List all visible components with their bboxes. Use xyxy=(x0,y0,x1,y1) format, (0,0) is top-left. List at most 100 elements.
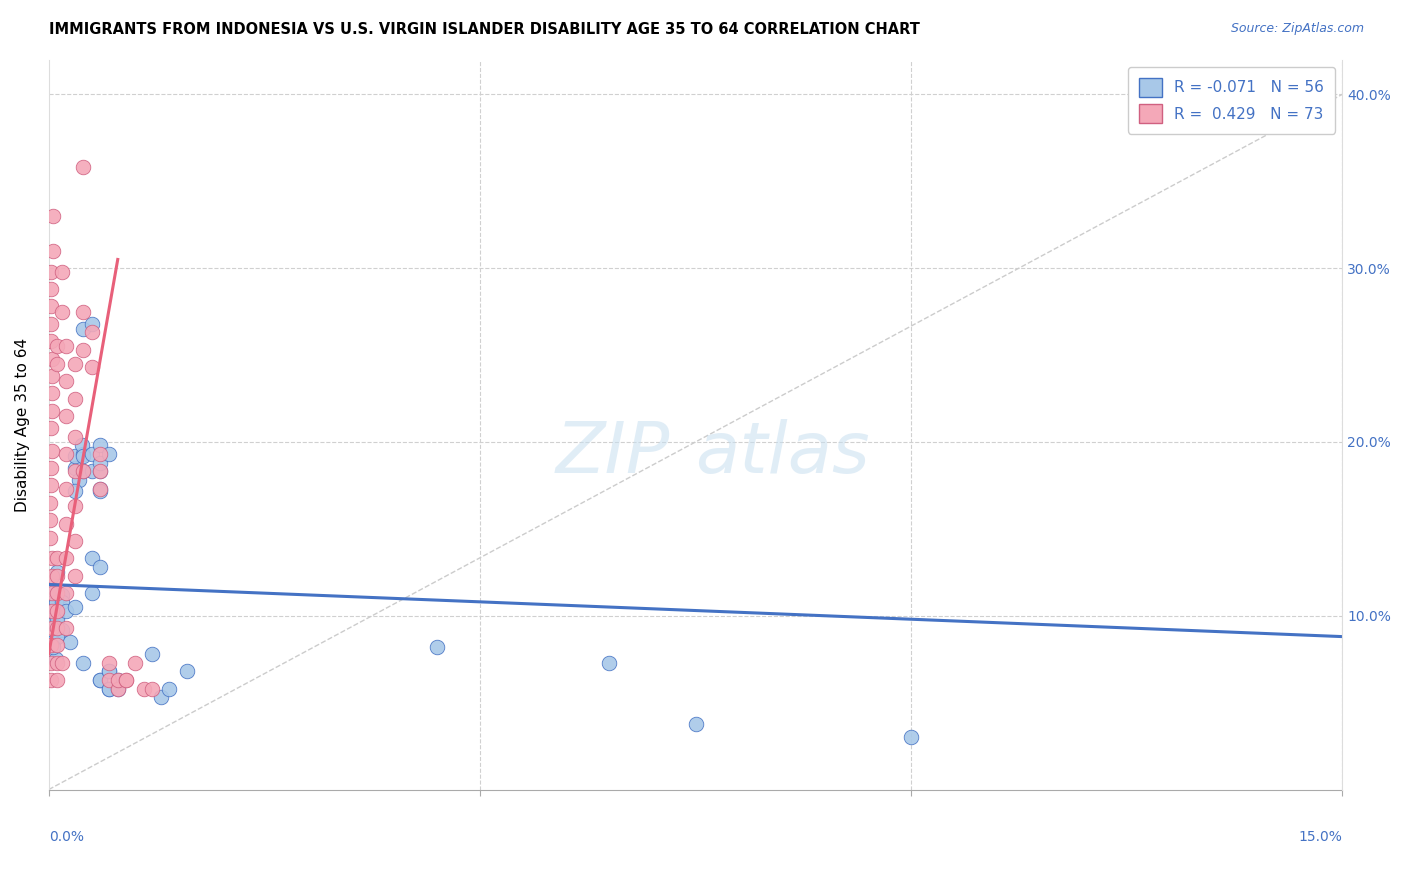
Point xyxy=(55,516,77,531)
Point xyxy=(72,161,94,175)
Point xyxy=(55,409,77,423)
Point xyxy=(132,681,155,696)
Point xyxy=(107,681,129,696)
Point xyxy=(72,465,94,479)
Y-axis label: Disability Age 35 to 64: Disability Age 35 to 64 xyxy=(15,337,30,512)
Point xyxy=(41,282,63,296)
Point xyxy=(39,496,62,510)
Point xyxy=(46,656,69,670)
Point xyxy=(80,317,103,331)
Point xyxy=(72,656,94,670)
Point xyxy=(63,534,86,549)
Point xyxy=(63,483,86,498)
Point xyxy=(89,673,111,687)
Point xyxy=(46,638,69,652)
Text: IMMIGRANTS FROM INDONESIA VS U.S. VIRGIN ISLANDER DISABILITY AGE 35 TO 64 CORREL: IMMIGRANTS FROM INDONESIA VS U.S. VIRGIN… xyxy=(49,22,920,37)
Point xyxy=(51,656,73,670)
Point xyxy=(55,339,77,353)
Point xyxy=(89,438,111,452)
Point xyxy=(426,640,449,654)
Point xyxy=(41,551,63,566)
Point xyxy=(41,621,63,635)
Point xyxy=(70,438,93,452)
Point xyxy=(89,482,111,496)
Point xyxy=(46,357,69,371)
Text: ZIP: ZIP xyxy=(555,419,669,488)
Point xyxy=(55,586,77,600)
Point xyxy=(41,317,63,331)
Point xyxy=(45,652,67,666)
Point xyxy=(46,603,69,617)
Point xyxy=(63,461,86,475)
Point xyxy=(41,673,63,687)
Point xyxy=(63,392,86,406)
Point xyxy=(80,447,103,461)
Point xyxy=(149,690,172,705)
Point xyxy=(115,673,138,687)
Point xyxy=(89,447,111,461)
Point xyxy=(51,595,73,609)
Point xyxy=(89,465,111,479)
Point xyxy=(41,421,63,435)
Point xyxy=(89,673,111,687)
Point xyxy=(98,656,121,670)
Point xyxy=(63,357,86,371)
Point xyxy=(51,623,73,637)
Point xyxy=(98,665,121,679)
Point xyxy=(46,551,69,566)
Point xyxy=(41,368,63,383)
Point xyxy=(46,568,69,582)
Point xyxy=(72,304,94,318)
Point xyxy=(41,351,63,366)
Point xyxy=(51,304,73,318)
Point xyxy=(41,403,63,417)
Point xyxy=(72,322,94,336)
Point xyxy=(141,681,163,696)
Point xyxy=(51,265,73,279)
Point xyxy=(55,482,77,496)
Point xyxy=(39,513,62,527)
Point xyxy=(41,461,63,475)
Point xyxy=(41,265,63,279)
Point xyxy=(46,621,69,635)
Point xyxy=(42,640,65,654)
Point xyxy=(46,630,69,644)
Point xyxy=(63,449,86,463)
Point xyxy=(107,673,129,687)
Point xyxy=(80,465,103,479)
Point xyxy=(55,374,77,388)
Point xyxy=(72,465,94,479)
Point xyxy=(67,473,90,487)
Point xyxy=(80,551,103,566)
Point xyxy=(41,568,63,582)
Point xyxy=(98,447,121,461)
Point xyxy=(46,621,69,635)
Point xyxy=(46,339,69,353)
Point xyxy=(55,621,77,635)
Point xyxy=(63,568,86,582)
Point xyxy=(98,673,121,687)
Text: Source: ZipAtlas.com: Source: ZipAtlas.com xyxy=(1230,22,1364,36)
Point xyxy=(685,716,707,731)
Point xyxy=(89,483,111,498)
Point xyxy=(107,673,129,687)
Point xyxy=(80,586,103,600)
Point xyxy=(98,681,121,696)
Point xyxy=(42,582,65,597)
Point xyxy=(55,603,77,617)
Point xyxy=(46,673,69,687)
Point xyxy=(41,478,63,492)
Point xyxy=(41,334,63,348)
Point xyxy=(63,500,86,514)
Point xyxy=(42,209,65,223)
Point xyxy=(63,600,86,615)
Point xyxy=(46,566,69,580)
Point xyxy=(107,681,129,696)
Point xyxy=(89,465,111,479)
Point xyxy=(55,447,77,461)
Point xyxy=(41,299,63,313)
Point xyxy=(159,681,181,696)
Point xyxy=(46,612,69,626)
Point xyxy=(42,617,65,632)
Point xyxy=(41,386,63,401)
